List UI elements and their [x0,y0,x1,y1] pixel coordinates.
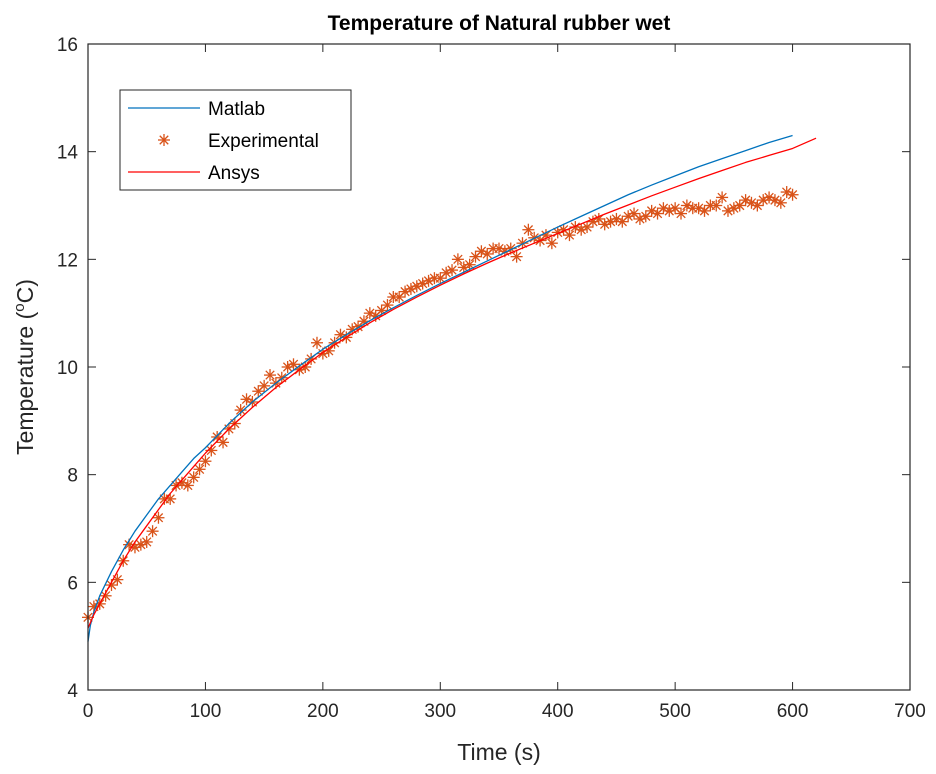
y-axis-title: Temperature (oC) [11,279,38,455]
data-point-experimental [199,455,212,468]
legend-label-ansys: Ansys [208,163,260,184]
ticks-layer: 0 100 200 300 400 500 600 700 4 6 8 10 12 14 16 [57,35,926,722]
data-point-experimental [234,404,247,417]
x-tick-label: 700 [894,701,926,722]
x-tick-label: 600 [777,701,809,722]
data-point-experimental [404,282,417,295]
data-point-experimental [381,299,394,312]
data-point-experimental [463,258,476,271]
x-tick-label: 0 [83,701,94,722]
x-tick-label: 300 [424,701,456,722]
data-point-experimental [522,223,535,236]
data-point-experimental [217,436,230,449]
data-point-experimental [710,199,723,212]
y-tick-label: 12 [57,250,78,271]
data-point-experimental [510,250,523,263]
data-point-experimental [181,479,194,492]
chart-title: Temperature of Natural rubber wet [328,12,671,35]
x-tick-label: 100 [190,701,222,722]
data-point-experimental [140,535,153,548]
y-tick-label: 16 [57,35,78,56]
legend-label-matlab: Matlab [208,99,265,120]
data-point-experimental [164,492,177,505]
data-point-experimental [187,471,200,484]
data-point-experimental [563,229,576,242]
series-line-ansys [87,137,817,629]
data-point-experimental [146,525,159,538]
data-point-experimental [310,336,323,349]
legend-label-experimental: Experimental [208,131,319,152]
legend: Matlab Experimental Ansys [119,89,352,191]
data-point-experimental [410,280,423,293]
data-point-experimental [716,191,729,204]
legend-items: Matlab Experimental Ansys [128,99,319,184]
data-point-experimental [446,264,459,277]
x-axis-title: Time (s) [457,739,540,765]
data-point-experimental [451,253,464,266]
data-point-experimental [152,511,165,524]
x-tick-label: 400 [542,701,574,722]
data-point-experimental [545,237,558,250]
series-line-matlab [87,134,793,642]
y-axis-title-suffix: C) [12,279,38,303]
data-point-experimental [258,379,271,392]
y-tick-label: 6 [67,573,78,594]
x-tick-label: 200 [307,701,339,722]
x-tick-label: 500 [659,701,691,722]
data-point-experimental [616,215,629,228]
y-axis-title-prefix: Temperature ( [12,311,38,455]
data-point-experimental [786,188,799,201]
y-tick-label: 8 [67,466,78,487]
data-point-experimental [675,207,688,220]
data-point-experimental [193,463,206,476]
series-layer [82,134,817,642]
data-point-experimental [264,369,277,382]
y-tick-label: 4 [67,681,78,702]
legend-swatch-experimental [158,134,170,146]
y-axis-title-superscript: o [11,303,28,311]
y-tick-label: 14 [57,143,79,164]
y-tick-label: 10 [57,358,78,379]
data-point-experimental [774,196,787,209]
